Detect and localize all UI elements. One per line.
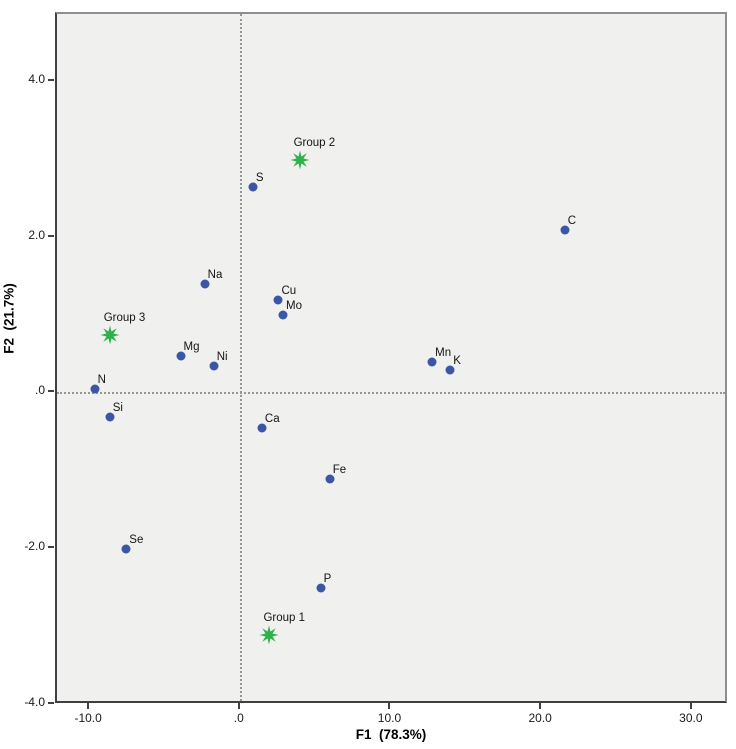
- data-point: [257, 423, 267, 433]
- x-axis-tick-label: -10.0: [74, 711, 102, 725]
- point-label: Ni: [216, 351, 228, 364]
- y-axis-tick: [48, 78, 54, 81]
- x-axis-tick-label: 30.0: [679, 711, 703, 725]
- data-point: [560, 225, 570, 235]
- data-point: [316, 583, 326, 593]
- point-label: K: [453, 355, 461, 368]
- group-star-icon: [100, 325, 120, 345]
- y-axis-tick-label: .0: [34, 383, 45, 398]
- data-point: [325, 474, 335, 484]
- x-axis-tick-label: 20.0: [528, 711, 552, 725]
- data-point: [278, 310, 288, 320]
- data-point: [105, 412, 115, 422]
- group-star-icon: [290, 150, 310, 170]
- x-axis-tick: [388, 703, 391, 709]
- x-axis-tick: [689, 703, 692, 709]
- data-point: [176, 351, 186, 361]
- data-point: [90, 384, 100, 394]
- x-axis-tick: [87, 703, 90, 709]
- y-axis-tick: [48, 390, 54, 393]
- point-label: Mn: [435, 347, 452, 360]
- point-label: Si: [112, 401, 123, 414]
- y-axis-tick-label: -2.0: [24, 539, 45, 554]
- data-point: [248, 182, 258, 192]
- x-axis-tick: [539, 703, 542, 709]
- x-axis-tick: [237, 703, 240, 709]
- x-axis-title: F1 (78.3%): [355, 727, 427, 742]
- x-axis-tick-label: 10.0: [377, 711, 402, 725]
- group-label: Group 3: [103, 311, 146, 324]
- y-axis-title: F2 (21.7%): [1, 283, 17, 354]
- plot-area: N Si Se Mg Na Ni S Ca Cu Mo P Fe Mn K C Group 1 Group 2 G…: [55, 12, 727, 703]
- point-label: Mo: [286, 300, 302, 313]
- data-point: [121, 544, 131, 554]
- point-label: Ca: [264, 413, 280, 426]
- x-zero-reference-line: [239, 14, 242, 701]
- y-axis-tick: [48, 234, 54, 237]
- point-label: C: [567, 214, 577, 227]
- y-axis-tick-label: 2.0: [28, 227, 45, 242]
- point-label: Fe: [332, 464, 347, 477]
- data-point: [200, 279, 210, 289]
- point-label: Cu: [281, 284, 297, 297]
- y-zero-reference-line: [57, 392, 725, 395]
- y-axis-tick: [48, 702, 54, 704]
- point-label: Se: [129, 534, 144, 547]
- y-axis-tick-label: 4.0: [28, 71, 45, 86]
- x-axis-tick-label: .0: [233, 711, 244, 725]
- group-label: Group 1: [263, 611, 305, 624]
- data-point: [273, 295, 283, 305]
- data-point: [427, 357, 437, 367]
- y-axis-tick-label: -4.0: [24, 695, 45, 709]
- point-label: P: [323, 573, 332, 586]
- point-label: Mg: [183, 340, 200, 353]
- point-label: Na: [207, 269, 223, 282]
- group-label: Group 2: [293, 136, 336, 149]
- data-point: [209, 361, 219, 371]
- point-label: S: [255, 171, 264, 184]
- y-axis-tick: [48, 546, 54, 549]
- group-star-icon: [259, 625, 279, 645]
- point-label: N: [97, 374, 106, 387]
- data-point: [445, 365, 455, 375]
